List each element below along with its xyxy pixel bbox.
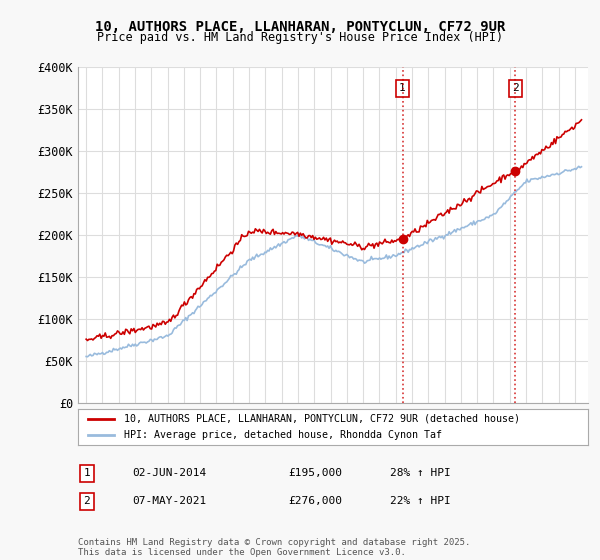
Text: 28% ↑ HPI: 28% ↑ HPI	[390, 468, 451, 478]
Text: Contains HM Land Registry data © Crown copyright and database right 2025.
This d: Contains HM Land Registry data © Crown c…	[78, 538, 470, 557]
Text: £195,000: £195,000	[288, 468, 342, 478]
Text: 02-JUN-2014: 02-JUN-2014	[132, 468, 206, 478]
Text: 1: 1	[83, 468, 91, 478]
Text: 10, AUTHORS PLACE, LLANHARAN, PONTYCLUN, CF72 9UR (detached house): 10, AUTHORS PLACE, LLANHARAN, PONTYCLUN,…	[124, 414, 520, 424]
Text: Price paid vs. HM Land Registry's House Price Index (HPI): Price paid vs. HM Land Registry's House …	[97, 31, 503, 44]
Text: 10, AUTHORS PLACE, LLANHARAN, PONTYCLUN, CF72 9UR: 10, AUTHORS PLACE, LLANHARAN, PONTYCLUN,…	[95, 20, 505, 34]
Text: HPI: Average price, detached house, Rhondda Cynon Taf: HPI: Average price, detached house, Rhon…	[124, 430, 442, 440]
Text: 2: 2	[83, 496, 91, 506]
Text: 22% ↑ HPI: 22% ↑ HPI	[390, 496, 451, 506]
Text: 2: 2	[512, 83, 519, 93]
Text: 07-MAY-2021: 07-MAY-2021	[132, 496, 206, 506]
Text: £276,000: £276,000	[288, 496, 342, 506]
Text: 1: 1	[399, 83, 406, 93]
